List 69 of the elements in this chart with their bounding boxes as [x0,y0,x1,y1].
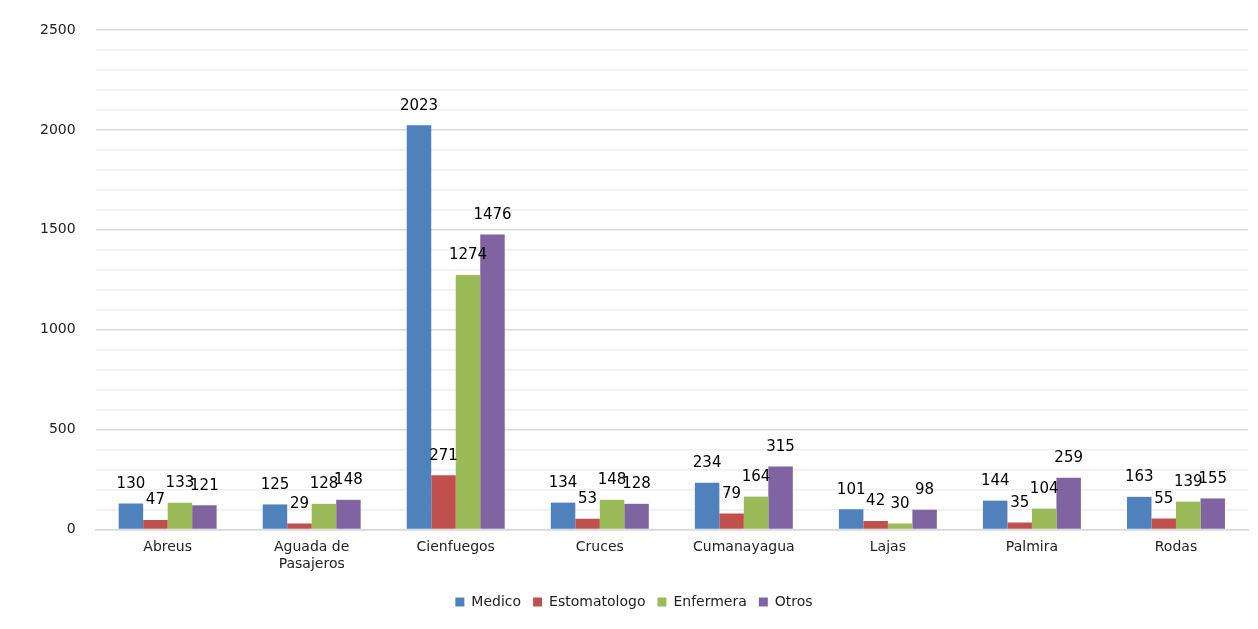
bar [599,499,625,529]
bar [550,502,576,529]
data-label: 2023 [399,95,439,114]
bar [887,523,913,529]
bar [694,482,720,529]
bar [912,509,937,529]
bar [118,503,144,529]
y-tick-label: 500 [48,420,76,437]
data-label: 1476 [473,204,512,223]
bar [743,496,769,529]
data-label: 47 [145,490,165,509]
bar [336,499,361,529]
bar [1031,508,1057,529]
bar [624,503,649,529]
legend-label: Estomatologo [549,592,646,609]
bar [167,502,193,529]
data-label: 42 [866,491,886,510]
bar [1175,501,1201,529]
x-tick-label: Lajas [869,538,906,555]
data-label: 98 [915,480,935,499]
data-label: 259 [1054,448,1083,467]
data-label: 30 [890,493,910,512]
bar [982,500,1008,529]
bar [455,274,481,529]
data-label: 134 [548,473,578,492]
bar [1127,496,1152,529]
bar [838,509,864,529]
data-label: 79 [722,484,742,503]
legend-label: Otros [774,592,813,609]
y-tick-label: 0 [66,520,76,537]
x-tick-label: Cruces [575,538,624,555]
data-label: 101 [836,479,866,498]
y-tick-label: 2000 [39,120,76,137]
bar [1200,498,1225,529]
bar [1007,522,1032,529]
x-tick-label: Rodas [1154,538,1198,555]
bar [406,125,432,529]
legend-label: Enfermera [673,592,747,609]
bar [287,523,312,529]
data-label: 315 [766,436,795,455]
data-label: 234 [692,453,722,472]
bar [1056,477,1081,529]
y-tick-label: 1500 [39,220,76,237]
data-label: 53 [578,489,598,508]
x-tick-label: Cumanayagua [693,538,795,555]
bar [768,466,793,529]
data-label: 130 [116,473,146,492]
y-tick-label: 1000 [39,320,76,337]
data-label: 163 [1124,467,1154,486]
bar [431,475,456,529]
legend-label: Medico [471,592,522,609]
bar [575,518,600,529]
data-label: 144 [980,471,1010,490]
bar [719,513,744,529]
data-label: 125 [260,474,290,493]
data-label: 35 [1010,492,1030,511]
x-tick-label: Palmira [1005,538,1059,555]
data-label: 29 [289,494,309,512]
x-tick-label: Aguada de Pasajeros [274,538,350,572]
bar [192,505,217,529]
x-tick-label: Cienfuegos [416,538,495,555]
bar [262,504,288,529]
bar [143,520,168,529]
data-label: 55 [1154,488,1174,507]
bar [863,521,888,529]
bar [311,503,337,529]
x-tick-label: Abreus [143,538,192,555]
bar [1151,518,1176,529]
y-tick-label: 2500 [39,20,76,37]
